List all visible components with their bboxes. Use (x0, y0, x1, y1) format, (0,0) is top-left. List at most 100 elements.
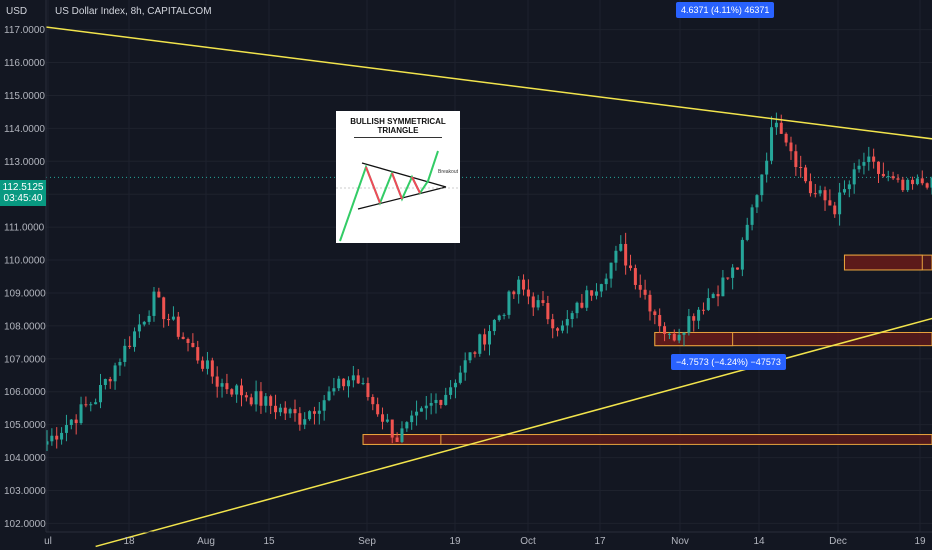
y-tick-label: 104.0000 (4, 453, 46, 464)
candle-up (838, 192, 842, 215)
candle-down (735, 267, 740, 270)
candle-up (220, 383, 224, 387)
candle-up (478, 334, 482, 354)
candle-up (585, 290, 589, 308)
y-tick-label: 105.0000 (4, 420, 46, 431)
candle-up (327, 391, 331, 401)
long-measure-label: 4.6371 (4.11%) 46371 (676, 2, 775, 18)
x-tick-label: ul (44, 536, 52, 547)
price-axis[interactable]: 117.0000 116.0000 115.0000 114.0000 113.0000… (0, 0, 47, 550)
candle-down (269, 396, 273, 406)
candle-up (565, 319, 569, 326)
y-tick-label: 113.0000 (4, 157, 45, 168)
candle-up (867, 156, 871, 163)
candle-up (915, 178, 919, 185)
x-tick-label: 18 (123, 536, 135, 547)
candle-up (507, 291, 511, 315)
candle-down (167, 319, 171, 321)
candles (45, 112, 932, 451)
candle-up (113, 365, 117, 382)
candle-up (89, 404, 93, 406)
support-zone-origin (843, 254, 923, 271)
candle-down (799, 167, 803, 169)
candle-down (658, 315, 662, 327)
candle-up (697, 309, 701, 321)
candle-down (896, 178, 900, 180)
candle-down (439, 399, 443, 405)
candle-up (103, 379, 107, 386)
candle-up (857, 165, 861, 170)
candle-down (551, 319, 555, 329)
candle-up (94, 402, 98, 405)
x-tick-label: 19 (914, 536, 926, 547)
candle-down (701, 309, 705, 311)
y-tick-label: 116.0000 (4, 58, 45, 69)
current-price-tag: 112.5125 03:45:40 (0, 180, 46, 206)
y-tick-label: 102.0000 (4, 519, 46, 530)
candle-up (560, 325, 564, 331)
candle-up (444, 394, 448, 405)
candle-down (249, 397, 253, 405)
candle-down (181, 336, 185, 340)
candle-down (556, 328, 560, 331)
candle-down (633, 268, 637, 285)
candle-up (410, 415, 414, 423)
inset-title-underline (354, 137, 442, 138)
candle-down (201, 360, 205, 369)
candle-down (813, 193, 817, 195)
candle-up (147, 315, 151, 322)
candle-down (726, 277, 730, 279)
candle-up (463, 360, 467, 373)
y-tick-label: 115.0000 (4, 91, 45, 102)
candle-up (842, 189, 846, 193)
candle-up (492, 319, 496, 332)
candle-up (497, 315, 501, 320)
candle-up (434, 399, 438, 404)
candle-up (288, 409, 292, 414)
candle-up (453, 382, 457, 388)
candle-up (400, 428, 404, 442)
price-axis-background (0, 0, 46, 550)
candle-up (64, 425, 68, 433)
candle-down (828, 200, 832, 206)
candle-up (609, 262, 613, 279)
candle-up (235, 385, 239, 395)
inset-title-line2: TRIANGLE (377, 126, 419, 135)
candle-up (458, 372, 462, 383)
candle-up (152, 291, 156, 316)
candle-up (322, 400, 326, 411)
time-axis[interactable]: ul 18 Aug 15 Sep 19 Oct 17 Nov 14 Dec 19 (44, 531, 932, 547)
candle-down (590, 290, 594, 296)
candle-up (415, 411, 419, 416)
candle-up (570, 313, 574, 320)
y-tick-label: 107.0000 (4, 354, 46, 365)
y-tick-label: 103.0000 (4, 486, 46, 497)
candle-up (765, 160, 769, 175)
candle-up (332, 388, 336, 392)
candle-up (308, 411, 312, 420)
candle-up (930, 177, 932, 188)
current-price: 112.5125 (2, 182, 44, 193)
candle-up (171, 316, 175, 320)
support-zone (362, 434, 932, 445)
candle-up (137, 324, 141, 332)
x-tick-label: 15 (263, 536, 275, 547)
candle-down (901, 179, 905, 191)
candle-down (911, 179, 915, 185)
candle-up (69, 419, 73, 426)
candle-down (580, 302, 584, 308)
y-tick-label: 117.0000 (4, 25, 45, 36)
candle-down (244, 395, 248, 398)
candle-down (473, 352, 477, 354)
candle-up (264, 396, 268, 406)
candle-up (205, 360, 209, 369)
candle-down (881, 173, 885, 177)
candle-up (599, 284, 603, 292)
candle-up (594, 291, 598, 296)
support-zone-origin (654, 331, 734, 347)
candle-down (356, 375, 360, 384)
y-tick-label: 108.0000 (4, 321, 46, 332)
